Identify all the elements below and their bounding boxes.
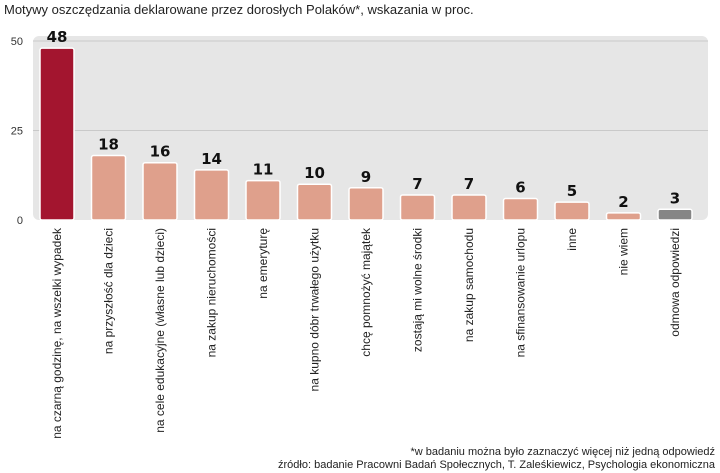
bar-value-label: 7 <box>412 175 422 193</box>
bar <box>657 208 693 221</box>
source-note: źródło: badanie Pracowni Badań Społeczny… <box>278 459 716 471</box>
bar <box>193 169 230 221</box>
chart-title: Motywy oszczędzania deklarowane przez do… <box>4 2 474 17</box>
bar <box>451 194 487 221</box>
y-tick-label: 50 <box>11 36 23 48</box>
y-tick-label: 25 <box>11 126 23 138</box>
footnote: *w badaniu można było zaznaczyć więcej n… <box>410 446 715 458</box>
category-label: na czarną godzinę, na wszelki wypadek <box>50 227 64 439</box>
category-label: na kupno dóbr trwałego użytku <box>308 228 322 391</box>
category-label: na emeryturę <box>256 228 270 299</box>
category-label: chcę pomnożyć majątek <box>359 227 373 357</box>
category-label: na cele edukacyjne (własne lub dzieci) <box>153 228 167 433</box>
bar-value-label: 10 <box>304 164 325 182</box>
bar <box>554 201 590 221</box>
bar <box>296 183 333 221</box>
y-tick-labels: 0 25 50 <box>11 36 23 227</box>
bar-value-label: 6 <box>515 179 525 197</box>
bar-value-label: 18 <box>98 136 119 154</box>
bars <box>39 47 693 221</box>
y-tick-label: 0 <box>17 215 23 227</box>
bar-value-label: 14 <box>201 150 222 168</box>
bar <box>399 194 436 221</box>
category-labels: na czarną godzinę, na wszelki wypadek na … <box>50 227 682 439</box>
category-label: na przyszłość dla dzieci <box>102 228 116 354</box>
category-label: odmowa odpowiedzi <box>668 228 682 337</box>
category-label: zostają mi wolne środki <box>411 228 425 352</box>
bar-value-label: 16 <box>150 143 171 161</box>
bar-value-label: 5 <box>567 182 577 200</box>
value-labels: 48 18 16 14 11 10 9 7 7 6 5 2 3 <box>47 28 681 211</box>
bar-value-label: 9 <box>361 168 371 186</box>
bar-value-label: 2 <box>618 193 628 211</box>
bar-value-label: 11 <box>253 161 274 179</box>
category-label: na sfinansowanie urlopu <box>514 228 528 357</box>
bar <box>348 187 384 221</box>
category-label: nie wiem <box>617 228 631 275</box>
bar <box>142 161 178 221</box>
bar <box>90 154 127 221</box>
bar <box>502 197 539 221</box>
bar-value-label: 7 <box>464 175 474 193</box>
gridlines <box>33 40 708 131</box>
bar <box>605 212 642 221</box>
category-label: na zakup nieruchomości <box>205 228 219 357</box>
bar <box>39 47 75 221</box>
category-label: inne <box>565 228 579 251</box>
bar-value-label: 48 <box>47 28 68 46</box>
category-label: na zakup samochodu <box>462 228 476 342</box>
bar-value-label: 3 <box>670 189 680 207</box>
bar <box>245 179 281 221</box>
